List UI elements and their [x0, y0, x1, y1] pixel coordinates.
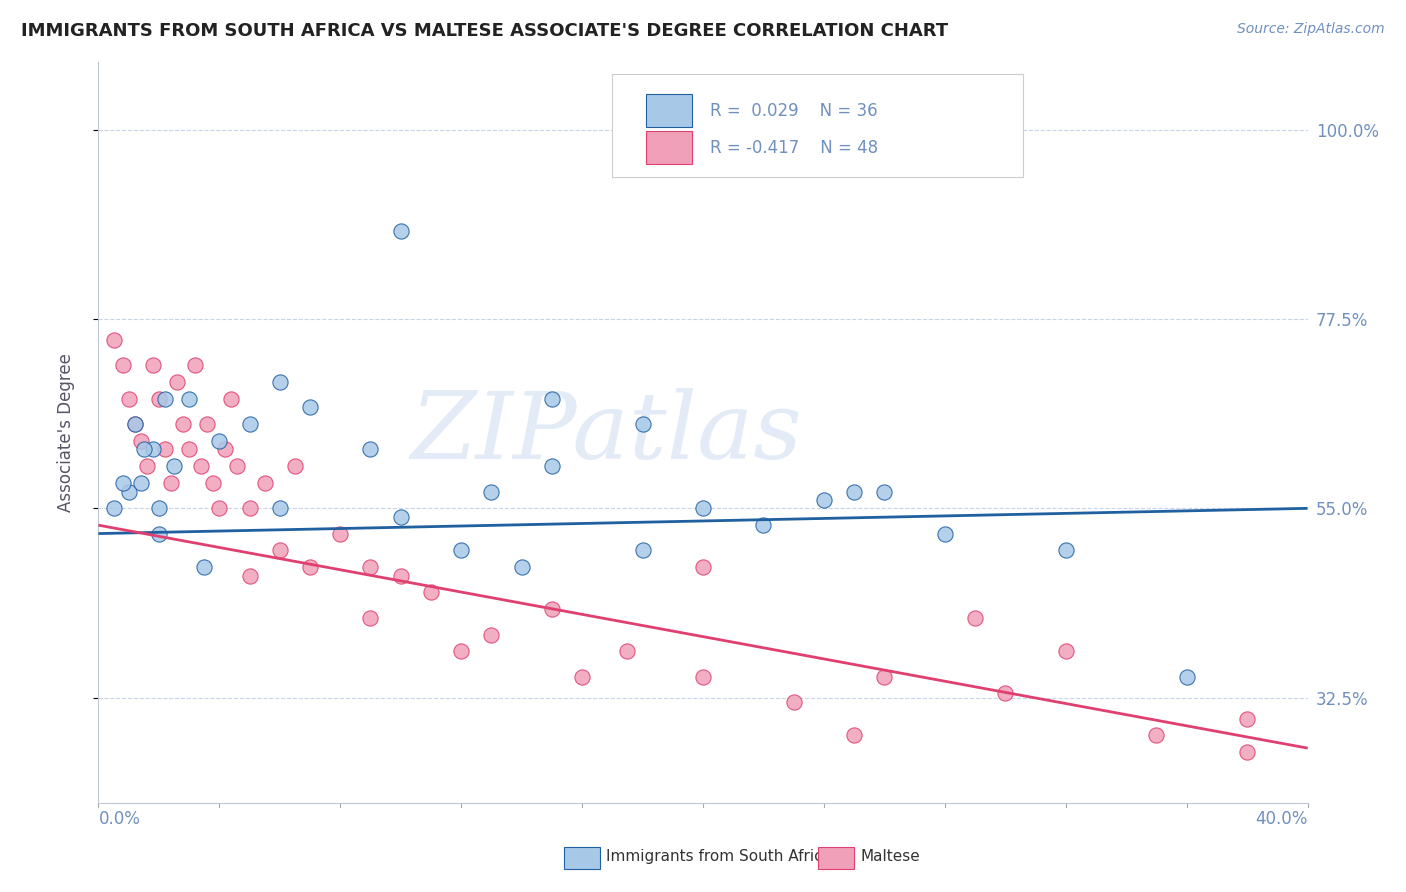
- Point: [844, 729, 866, 743]
- Point: [481, 627, 503, 641]
- Point: [783, 695, 806, 709]
- Point: [631, 543, 654, 558]
- Text: Source: ZipAtlas.com: Source: ZipAtlas.com: [1237, 22, 1385, 37]
- Point: [153, 392, 176, 406]
- Text: R =  0.029    N = 36: R = 0.029 N = 36: [710, 102, 877, 120]
- Point: [179, 392, 201, 406]
- Point: [1175, 670, 1198, 684]
- Point: [269, 543, 291, 558]
- Point: [103, 333, 125, 347]
- Point: [844, 484, 866, 499]
- Point: [571, 670, 593, 684]
- Point: [153, 442, 176, 457]
- Point: [360, 442, 382, 457]
- Point: [389, 509, 412, 524]
- Point: [226, 459, 249, 474]
- Point: [163, 459, 186, 474]
- Point: [221, 392, 243, 406]
- Point: [692, 560, 714, 574]
- Point: [631, 417, 654, 432]
- Point: [193, 560, 215, 574]
- FancyBboxPatch shape: [818, 847, 855, 870]
- Point: [129, 476, 152, 491]
- Point: [253, 476, 276, 491]
- Point: [103, 501, 125, 516]
- Point: [873, 670, 896, 684]
- Point: [450, 543, 472, 558]
- FancyBboxPatch shape: [647, 94, 692, 128]
- Point: [1054, 644, 1077, 658]
- Point: [360, 560, 382, 574]
- Point: [129, 434, 152, 448]
- Point: [450, 644, 472, 658]
- Text: 0.0%: 0.0%: [98, 810, 141, 828]
- Y-axis label: Associate's Degree: Associate's Degree: [56, 353, 75, 512]
- Point: [239, 501, 262, 516]
- Point: [172, 417, 194, 432]
- Point: [111, 359, 134, 373]
- Point: [1236, 712, 1258, 726]
- Point: [299, 560, 322, 574]
- Point: [1054, 543, 1077, 558]
- Point: [184, 359, 207, 373]
- Point: [190, 459, 212, 474]
- Point: [142, 442, 165, 457]
- Point: [124, 417, 146, 432]
- Point: [813, 492, 835, 507]
- Text: ZIPatlas: ZIPatlas: [411, 388, 803, 477]
- Point: [1144, 729, 1167, 743]
- Point: [994, 686, 1017, 700]
- Point: [299, 401, 322, 415]
- Point: [389, 568, 412, 582]
- Point: [1236, 745, 1258, 759]
- Point: [284, 459, 307, 474]
- Text: Immigrants from South Africa: Immigrants from South Africa: [606, 848, 832, 863]
- Point: [420, 585, 443, 599]
- Point: [692, 670, 714, 684]
- Point: [540, 459, 562, 474]
- Text: IMMIGRANTS FROM SOUTH AFRICA VS MALTESE ASSOCIATE'S DEGREE CORRELATION CHART: IMMIGRANTS FROM SOUTH AFRICA VS MALTESE …: [21, 22, 948, 40]
- Point: [135, 459, 157, 474]
- Point: [208, 434, 231, 448]
- Point: [179, 442, 201, 457]
- Point: [111, 476, 134, 491]
- Point: [160, 476, 183, 491]
- Point: [360, 611, 382, 625]
- Text: Maltese: Maltese: [860, 848, 920, 863]
- Point: [873, 484, 896, 499]
- Point: [269, 375, 291, 389]
- Point: [166, 375, 188, 389]
- Point: [118, 484, 141, 499]
- Point: [692, 501, 714, 516]
- Text: R = -0.417    N = 48: R = -0.417 N = 48: [710, 138, 879, 157]
- Point: [118, 392, 141, 406]
- Point: [148, 526, 170, 541]
- Point: [389, 224, 412, 238]
- Point: [132, 442, 155, 457]
- Point: [142, 359, 165, 373]
- Point: [239, 568, 262, 582]
- Point: [616, 644, 638, 658]
- Point: [214, 442, 236, 457]
- Point: [481, 484, 503, 499]
- Point: [934, 526, 956, 541]
- Point: [124, 417, 146, 432]
- Point: [148, 392, 170, 406]
- FancyBboxPatch shape: [613, 73, 1024, 178]
- Point: [148, 501, 170, 516]
- Point: [202, 476, 225, 491]
- Point: [239, 417, 262, 432]
- FancyBboxPatch shape: [647, 131, 692, 164]
- Point: [540, 602, 562, 616]
- Point: [195, 417, 218, 432]
- Point: [208, 501, 231, 516]
- FancyBboxPatch shape: [564, 847, 600, 870]
- Point: [965, 611, 987, 625]
- Text: 40.0%: 40.0%: [1256, 810, 1308, 828]
- Point: [540, 392, 562, 406]
- Point: [269, 501, 291, 516]
- Point: [329, 526, 352, 541]
- Point: [752, 518, 775, 533]
- Point: [510, 560, 533, 574]
